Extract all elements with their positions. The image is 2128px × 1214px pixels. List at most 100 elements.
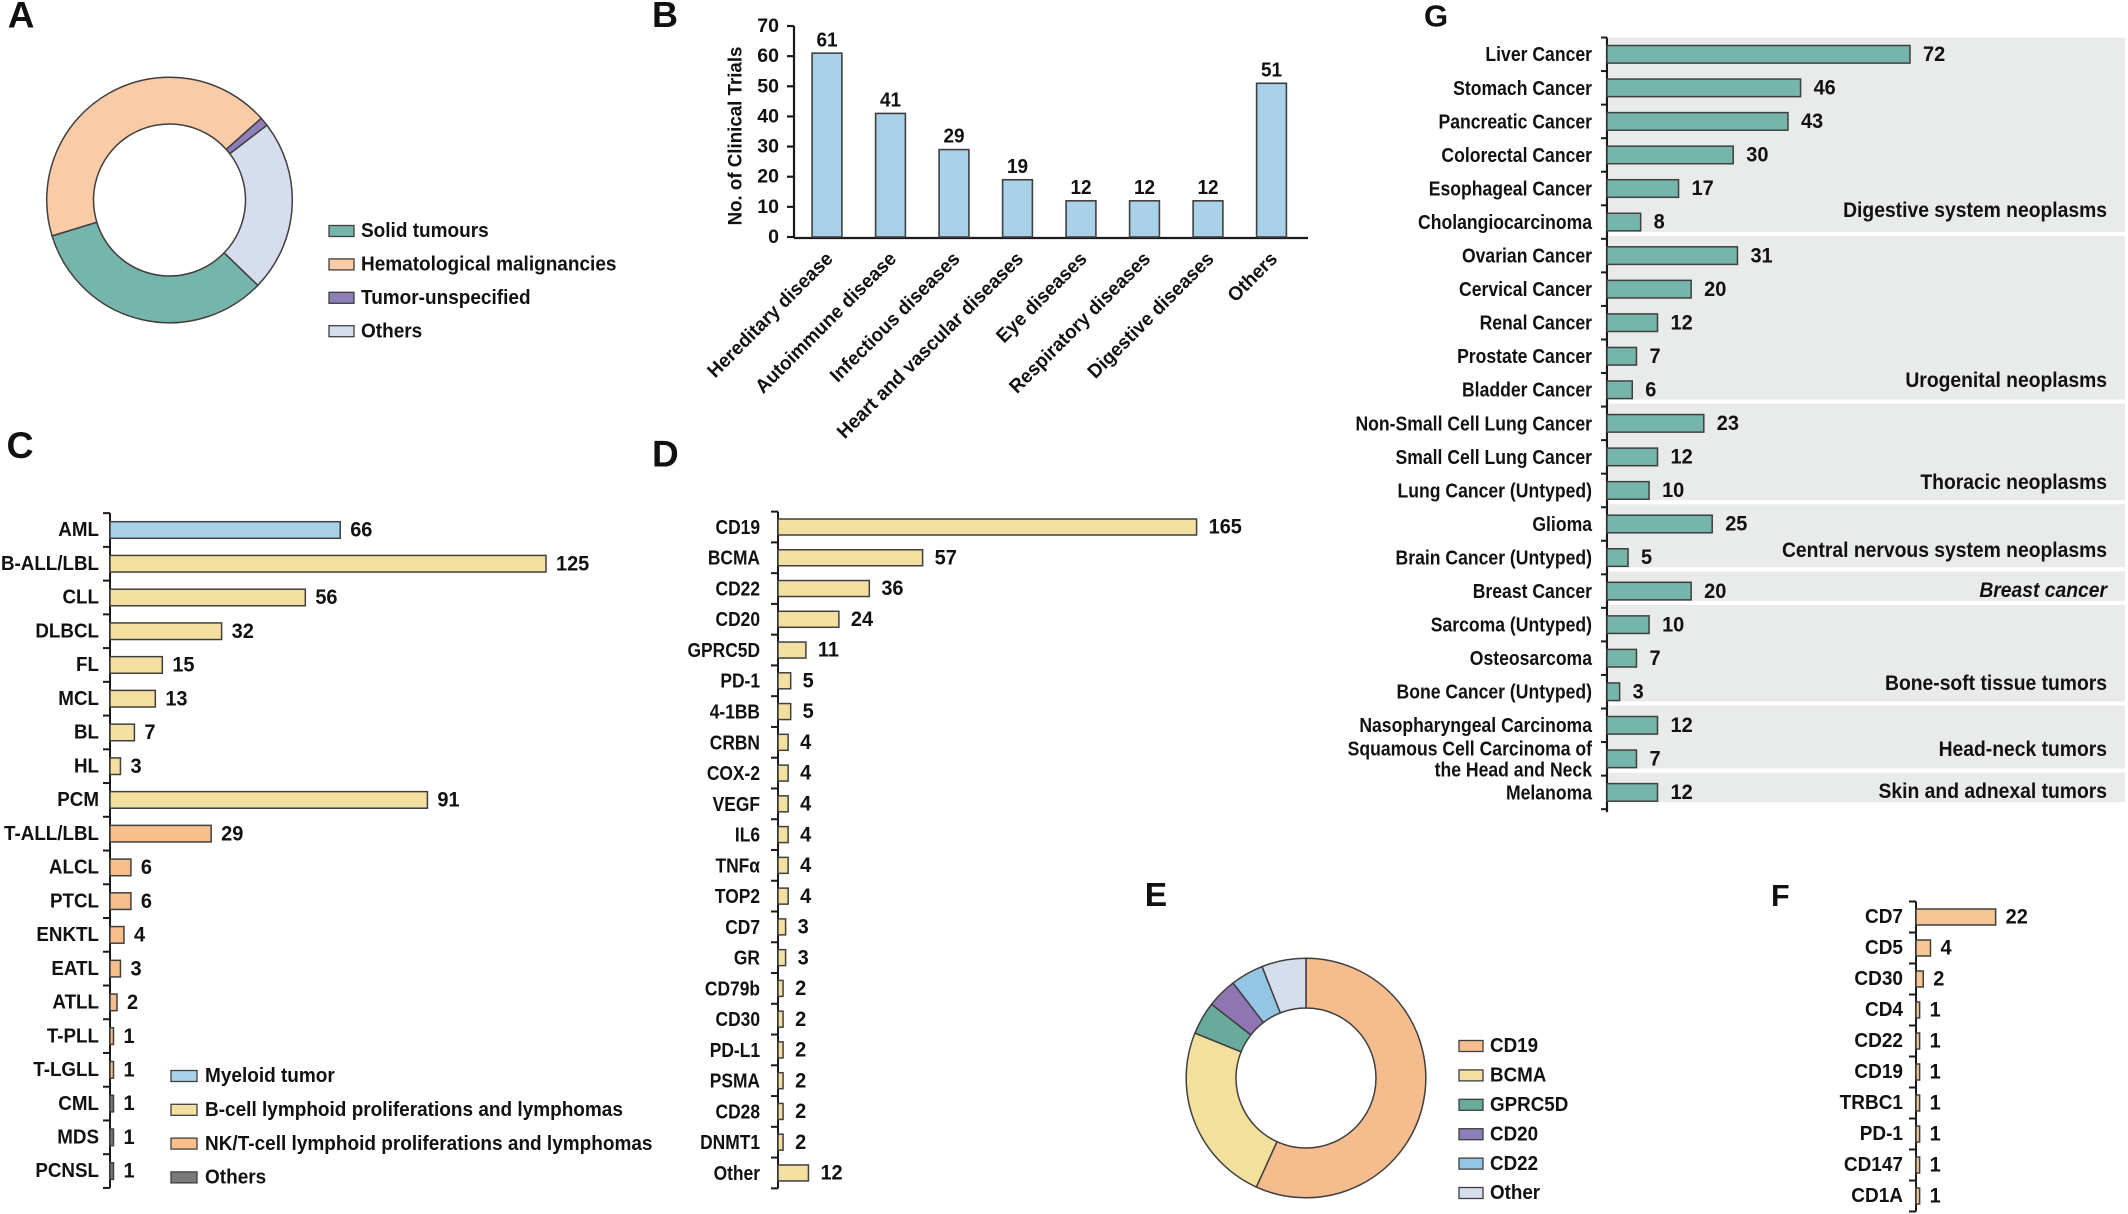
svg-text:ATLL: ATLL: [52, 991, 99, 1014]
svg-text:7: 7: [1649, 344, 1660, 368]
svg-text:CD7: CD7: [725, 916, 760, 938]
svg-text:CD22: CD22: [1490, 1152, 1538, 1175]
svg-text:PD-1: PD-1: [1860, 1123, 1903, 1146]
svg-text:2: 2: [795, 977, 806, 1001]
svg-text:TOP2: TOP2: [715, 885, 760, 907]
svg-text:Stomach Cancer: Stomach Cancer: [1453, 77, 1592, 99]
svg-text:56: 56: [315, 586, 337, 610]
svg-text:T-PLL: T-PLL: [47, 1025, 99, 1048]
svg-text:Other: Other: [1490, 1182, 1541, 1205]
svg-text:57: 57: [935, 546, 957, 570]
svg-text:6: 6: [141, 856, 152, 880]
svg-text:12: 12: [820, 1161, 842, 1185]
svg-text:PCNSL: PCNSL: [35, 1160, 99, 1183]
svg-text:BCMA: BCMA: [1490, 1064, 1546, 1087]
svg-text:GPRC5D: GPRC5D: [1490, 1093, 1568, 1116]
svg-text:Colorectal Cancer: Colorectal Cancer: [1441, 144, 1592, 166]
svg-text:2: 2: [795, 1038, 806, 1062]
svg-text:CRBN: CRBN: [710, 731, 760, 753]
svg-text:7: 7: [1649, 646, 1660, 670]
svg-text:4-1BB: 4-1BB: [710, 700, 760, 722]
svg-text:B: B: [652, 0, 678, 35]
svg-text:CD22: CD22: [716, 577, 760, 599]
svg-text:CD30: CD30: [1854, 968, 1903, 991]
svg-text:Liver Cancer: Liver Cancer: [1485, 43, 1592, 65]
svg-text:VEGF: VEGF: [713, 793, 760, 815]
svg-text:Other: Other: [714, 1162, 760, 1184]
svg-text:Esophageal Cancer: Esophageal Cancer: [1429, 177, 1593, 199]
svg-text:43: 43: [1801, 110, 1823, 134]
svg-text:46: 46: [1814, 76, 1836, 100]
svg-text:PCM: PCM: [57, 789, 99, 812]
svg-text:PD-L1: PD-L1: [710, 1039, 760, 1061]
svg-text:Breast Cancer: Breast Cancer: [1473, 580, 1593, 602]
svg-text:2: 2: [1933, 967, 1944, 991]
svg-text:PTCL: PTCL: [50, 890, 99, 913]
svg-text:Hematological malignancies: Hematological malignancies: [361, 253, 617, 276]
svg-text:0: 0: [768, 226, 779, 248]
svg-text:DNMT1: DNMT1: [700, 1131, 760, 1153]
svg-text:TNFα: TNFα: [716, 854, 761, 876]
svg-text:8: 8: [1654, 210, 1665, 234]
svg-text:HL: HL: [74, 755, 99, 778]
svg-text:Tumor-unspecified: Tumor-unspecified: [361, 287, 531, 310]
svg-text:E: E: [1145, 877, 1167, 914]
svg-text:1: 1: [1930, 1060, 1941, 1084]
svg-text:Central nervous system neoplas: Central nervous system neoplasms: [1782, 540, 2107, 563]
svg-text:Pancreatic Cancer: Pancreatic Cancer: [1438, 110, 1592, 132]
svg-text:11: 11: [818, 638, 839, 662]
svg-text:T-ALL/LBL: T-ALL/LBL: [4, 822, 99, 845]
svg-text:BL: BL: [74, 721, 99, 744]
svg-text:Melanoma: Melanoma: [1506, 781, 1593, 803]
svg-text:10: 10: [1662, 479, 1684, 503]
svg-text:17: 17: [1692, 177, 1714, 201]
svg-text:B-cell lymphoid proliferations: B-cell lymphoid proliferations and lymph…: [205, 1099, 623, 1122]
svg-text:2: 2: [795, 1130, 806, 1154]
svg-text:Lung Cancer (Untyped): Lung Cancer (Untyped): [1398, 479, 1592, 501]
svg-text:5: 5: [1641, 546, 1652, 570]
svg-text:ALCL: ALCL: [49, 856, 99, 879]
svg-text:10: 10: [1662, 613, 1684, 637]
svg-text:G: G: [1424, 0, 1448, 34]
svg-text:No. of Clinical Trials: No. of Clinical Trials: [725, 47, 746, 226]
svg-text:60: 60: [757, 45, 779, 67]
svg-text:1: 1: [123, 1058, 134, 1082]
svg-text:23: 23: [1717, 412, 1739, 436]
svg-text:MDS: MDS: [57, 1126, 99, 1149]
svg-text:4: 4: [800, 854, 812, 878]
svg-text:Others: Others: [205, 1166, 266, 1189]
svg-text:Sarcoma (Untyped): Sarcoma (Untyped): [1431, 614, 1592, 636]
svg-text:3: 3: [798, 946, 809, 970]
svg-text:4: 4: [800, 792, 812, 816]
svg-text:CD147: CD147: [1844, 1154, 1903, 1177]
svg-text:1: 1: [1930, 1091, 1941, 1115]
svg-text:165: 165: [1209, 515, 1242, 539]
svg-text:1: 1: [123, 1092, 134, 1116]
svg-text:PD-1: PD-1: [720, 670, 760, 692]
svg-text:Bone-soft tissue tumors: Bone-soft tissue tumors: [1885, 673, 2107, 696]
svg-text:125: 125: [556, 552, 589, 576]
svg-text:30: 30: [1746, 143, 1768, 167]
svg-text:Bladder Cancer: Bladder Cancer: [1462, 379, 1593, 401]
svg-text:Cervical Cancer: Cervical Cancer: [1459, 278, 1593, 300]
svg-text:Prostate Cancer: Prostate Cancer: [1457, 345, 1593, 367]
svg-text:ENKTL: ENKTL: [36, 924, 99, 947]
svg-text:PSMA: PSMA: [710, 1069, 761, 1091]
svg-text:19: 19: [1007, 155, 1028, 178]
svg-text:20: 20: [1704, 277, 1726, 301]
svg-text:CD79b: CD79b: [705, 977, 760, 999]
svg-text:Osteosarcoma: Osteosarcoma: [1470, 647, 1593, 669]
svg-text:1: 1: [1930, 1029, 1941, 1053]
svg-text:15: 15: [172, 653, 194, 677]
svg-text:4: 4: [800, 731, 812, 755]
svg-text:Non-Small Cell Lung Cancer: Non-Small Cell Lung Cancer: [1355, 412, 1592, 434]
svg-text:AML: AML: [58, 519, 99, 542]
svg-text:66: 66: [350, 518, 372, 542]
svg-text:1: 1: [1930, 1153, 1941, 1177]
svg-text:IL6: IL6: [735, 823, 760, 845]
svg-text:12: 12: [1671, 781, 1693, 805]
svg-text:GR: GR: [734, 946, 761, 968]
svg-text:BCMA: BCMA: [708, 547, 761, 569]
svg-text:Breast cancer: Breast cancer: [1979, 580, 2108, 603]
svg-text:12: 12: [1671, 714, 1693, 738]
